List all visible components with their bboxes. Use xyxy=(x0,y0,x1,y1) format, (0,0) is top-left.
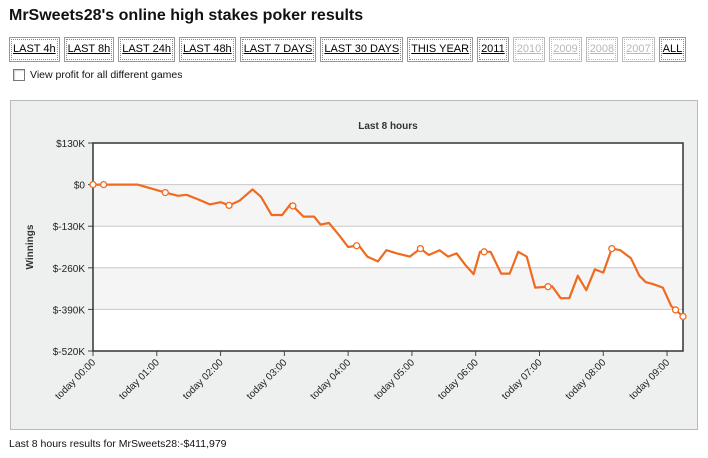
y-axis-label: Winnings xyxy=(25,224,36,269)
x-tick-label: today 02:00 xyxy=(181,357,226,402)
tab-last-24h[interactable]: LAST 24h xyxy=(118,37,175,62)
x-tick-label: today 01:00 xyxy=(117,357,162,402)
x-tick-label: today 08:00 xyxy=(564,357,609,402)
data-point-marker xyxy=(608,244,616,253)
data-point-marker xyxy=(679,312,687,321)
tab-2011[interactable]: 2011 xyxy=(477,37,509,62)
results-summary: Last 8 hours results for MrSweets28:-$41… xyxy=(9,438,227,450)
x-tick-label: today 09:00 xyxy=(627,357,672,402)
plot-band xyxy=(93,184,683,227)
plot-border xyxy=(92,142,684,352)
data-point-marker xyxy=(480,248,488,256)
x-tick-label: today 05:00 xyxy=(372,357,417,402)
chart-title: Last 8 hours xyxy=(358,121,418,132)
y-tick-label: $-130K xyxy=(53,222,86,233)
x-tick-label: today 04:00 xyxy=(309,357,354,402)
x-tick-label: today 06:00 xyxy=(436,357,481,402)
x-tick-label: today 07:00 xyxy=(500,357,545,402)
data-point-marker xyxy=(416,244,425,253)
data-point-marker xyxy=(89,180,97,189)
data-point-marker xyxy=(671,306,680,314)
tab-2009: 2009 xyxy=(549,37,582,62)
y-tick-label: $-390K xyxy=(53,305,86,316)
tab-all[interactable]: ALL xyxy=(658,37,687,62)
x-tick-label: today 03:00 xyxy=(245,357,290,402)
tab-last-8h[interactable]: LAST 8h xyxy=(63,37,115,62)
plot-band xyxy=(93,267,683,310)
tab-2007: 2007 xyxy=(622,37,655,62)
page-title: MrSweets28's online high stakes poker re… xyxy=(9,7,364,24)
view-profit-checkbox[interactable] xyxy=(13,69,25,81)
winnings-line xyxy=(93,183,684,318)
x-tick-label: today 00:00 xyxy=(53,357,98,402)
tab-this-year[interactable]: THIS YEAR xyxy=(407,37,474,62)
tab-2008: 2008 xyxy=(585,37,619,62)
view-profit-label: View profit for all different games xyxy=(30,69,183,81)
view-profit-row[interactable]: View profit for all different games xyxy=(13,69,183,81)
data-point-marker xyxy=(99,180,108,189)
tab-last-4h[interactable]: LAST 4h xyxy=(9,37,60,62)
data-point-marker xyxy=(544,283,552,291)
data-point-marker xyxy=(161,188,169,197)
tab-last-7-days[interactable]: LAST 7 DAYS xyxy=(239,37,317,62)
data-point-marker xyxy=(289,202,297,210)
data-point-marker xyxy=(225,201,233,210)
tab-last-30-days[interactable]: LAST 30 DAYS xyxy=(320,37,404,62)
tab-last-48h[interactable]: LAST 48h xyxy=(178,37,236,62)
y-tick-label: $-520K xyxy=(53,347,86,358)
y-tick-label: $0 xyxy=(74,181,86,192)
y-tick-label: $-260K xyxy=(53,264,86,275)
time-range-tabs: LAST 4h LAST 8h LAST 24h LAST 48h LAST 7 DAY… xyxy=(9,37,690,62)
data-point-marker xyxy=(352,242,361,250)
winnings-chart: Last 8 hours $130K $0 $-130K $-260K $-390K $-5… xyxy=(25,121,687,402)
y-tick-label: $130K xyxy=(56,139,85,150)
tab-2010: 2010 xyxy=(512,37,546,62)
chart-panel: Last 8 hours $130K $0 $-130K $-260K $-390K $-5… xyxy=(10,100,698,430)
plot-area xyxy=(93,143,683,351)
